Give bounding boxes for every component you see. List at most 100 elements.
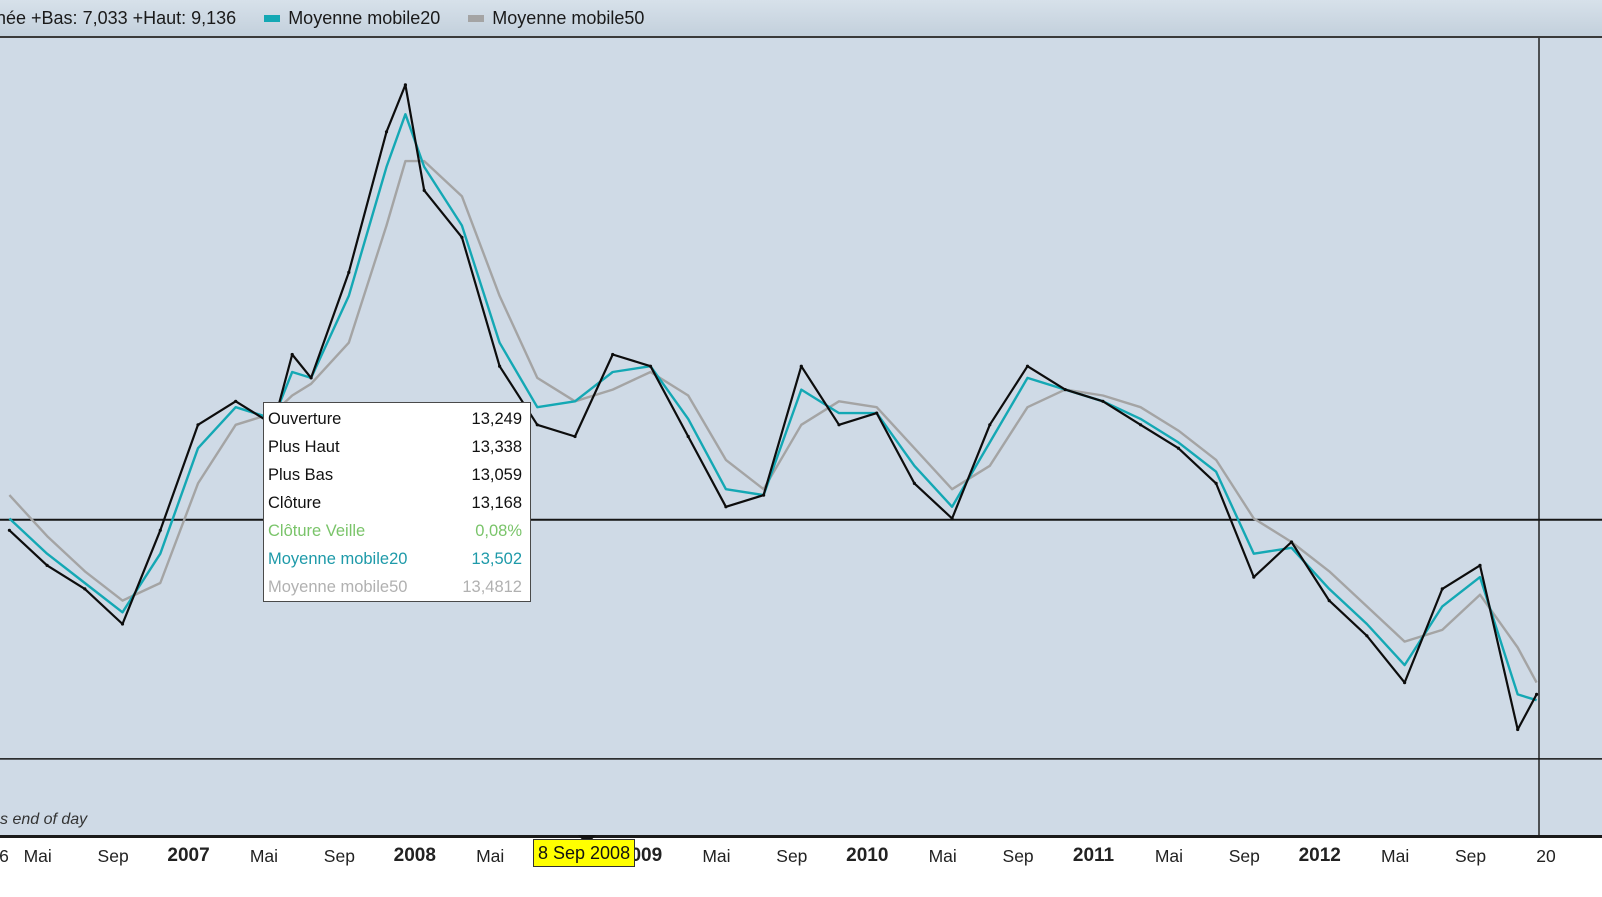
price-point	[1214, 481, 1218, 485]
tooltip-value: 13,059	[471, 466, 522, 484]
x-tick-label: Sep	[1228, 846, 1260, 866]
tooltip-value: 13,4812	[462, 578, 522, 596]
tooltip-value: 13,502	[471, 550, 522, 568]
x-axis[interactable]: 20 Sep Mai 2012 Sep Mai 2011 Sep Mai 2010 Sep Mai 20…	[0, 835, 1602, 897]
price-point	[535, 423, 539, 427]
tooltip-label: Moyenne mobile20	[268, 550, 408, 568]
price-point	[1327, 599, 1331, 603]
legend-bar: née +Bas: 7,033 +Haut: 9,136 Moyenne mob…	[0, 0, 1602, 38]
price-point	[912, 481, 917, 485]
tooltip-row-open: Ouverture 13,249	[268, 408, 522, 436]
price-point	[1025, 364, 1030, 368]
price-point	[45, 563, 49, 568]
price-point	[762, 493, 766, 497]
price-point	[724, 505, 728, 509]
price-point	[1139, 423, 1143, 427]
price-point	[799, 364, 803, 368]
source-note: s end of day	[0, 811, 88, 828]
price-point	[1403, 681, 1407, 685]
x-tick-label: 2012	[1298, 845, 1341, 866]
x-tick-label: 2007	[167, 845, 210, 866]
price-point	[7, 528, 11, 532]
tooltip-row-close: Clôture 13,168	[268, 492, 522, 520]
price-range-text: née +Bas: 7,033 +Haut: 9,136	[0, 7, 237, 28]
x-tick-label: Mai	[249, 846, 279, 866]
price-point	[309, 376, 313, 380]
price-point	[1063, 388, 1067, 392]
x-tick-label: Sep	[323, 846, 355, 866]
legend-label-ma20: Moyenne mobile20	[288, 7, 441, 28]
x-tick-label: Mai	[476, 846, 505, 866]
price-point	[498, 364, 502, 368]
price-point	[573, 434, 577, 439]
tooltip-value: 13,338	[471, 438, 522, 456]
price-point	[1365, 634, 1369, 638]
tooltip-label: Ouverture	[268, 410, 342, 428]
x-tick-label: 2008	[393, 845, 436, 866]
price-point	[196, 423, 200, 427]
x-tick-label: Sep	[1455, 846, 1487, 866]
price-point	[950, 516, 954, 521]
price-chart[interactable]	[0, 38, 1602, 835]
x-tick-label: Mai	[702, 846, 731, 866]
tooltip-row-high: Plus Haut 13,338	[268, 436, 522, 464]
price-point	[1176, 446, 1180, 450]
price-point	[403, 83, 407, 87]
price-point	[1478, 563, 1482, 568]
ma50-swatch-icon	[468, 14, 485, 22]
x-tick-label: Mai	[23, 846, 52, 866]
price-point	[1535, 692, 1539, 697]
price-point	[988, 423, 992, 427]
x-tick-label: 2010	[846, 845, 889, 866]
series-line-ma50	[8, 159, 1538, 684]
cursor-date-label: 8 Sep 2008	[533, 839, 636, 867]
tooltip-label: Plus Haut	[268, 438, 340, 456]
x-tick-label: Mai	[1154, 846, 1184, 866]
tooltip-value: 0,08%	[475, 522, 522, 540]
tooltip-row-prev-close: Clôture Veille 0,08%	[268, 520, 522, 548]
price-point	[120, 622, 125, 626]
x-tick-label: Sep	[97, 846, 129, 866]
price-point	[875, 411, 879, 415]
tooltip-row-low: Plus Bas 13,059	[268, 464, 522, 492]
price-point	[1252, 575, 1256, 579]
price-point	[83, 587, 87, 591]
price-point	[460, 235, 464, 239]
tooltip-value: 13,249	[471, 410, 522, 428]
legend-item-ma50[interactable]: Moyenne mobile50	[468, 8, 644, 29]
tooltip-row-ma20: Moyenne mobile20 13,502	[268, 548, 522, 576]
price-point	[384, 130, 389, 134]
x-tick-label: Sep	[776, 846, 808, 866]
price-point	[1440, 587, 1444, 591]
tooltip-label: Clôture	[268, 494, 322, 512]
price-point	[686, 434, 690, 439]
tooltip-label: Clôture Veille	[268, 522, 366, 540]
price-point	[347, 270, 351, 274]
series-line-ma20	[8, 112, 1537, 702]
price-point	[1101, 399, 1105, 403]
chart-plot-area[interactable]: Ouverture 13,249 Plus Haut 13,338 Plus B…	[0, 38, 1602, 835]
x-tick-label: Mai	[1381, 846, 1410, 866]
price-point	[1516, 727, 1520, 732]
x-tick-label: Mai	[928, 846, 957, 866]
price-point	[290, 352, 294, 357]
price-point	[158, 528, 162, 532]
legend-item-ma20[interactable]: Moyenne mobile20	[264, 8, 440, 29]
tooltip-value: 13,168	[471, 494, 522, 512]
price-point	[611, 352, 615, 357]
tooltip-label: Moyenne mobile50	[268, 578, 408, 596]
x-tick-label: 2011	[1072, 845, 1115, 866]
ma20-swatch-icon	[264, 14, 281, 22]
x-tick-label: 20	[1536, 846, 1556, 866]
tooltip-label: Plus Bas	[268, 466, 334, 484]
x-tick-label: 6	[0, 846, 9, 866]
tooltip-row-ma50: Moyenne mobile50 13,4812	[268, 576, 522, 604]
legend-label-ma50: Moyenne mobile50	[492, 7, 645, 28]
price-point	[422, 188, 426, 192]
data-tooltip: Ouverture 13,249 Plus Haut 13,338 Plus B…	[263, 402, 531, 602]
price-point	[648, 364, 653, 368]
price-point	[234, 399, 238, 403]
price-point	[1289, 540, 1294, 544]
x-tick-label: Sep	[1002, 846, 1034, 866]
price-point	[837, 423, 841, 427]
